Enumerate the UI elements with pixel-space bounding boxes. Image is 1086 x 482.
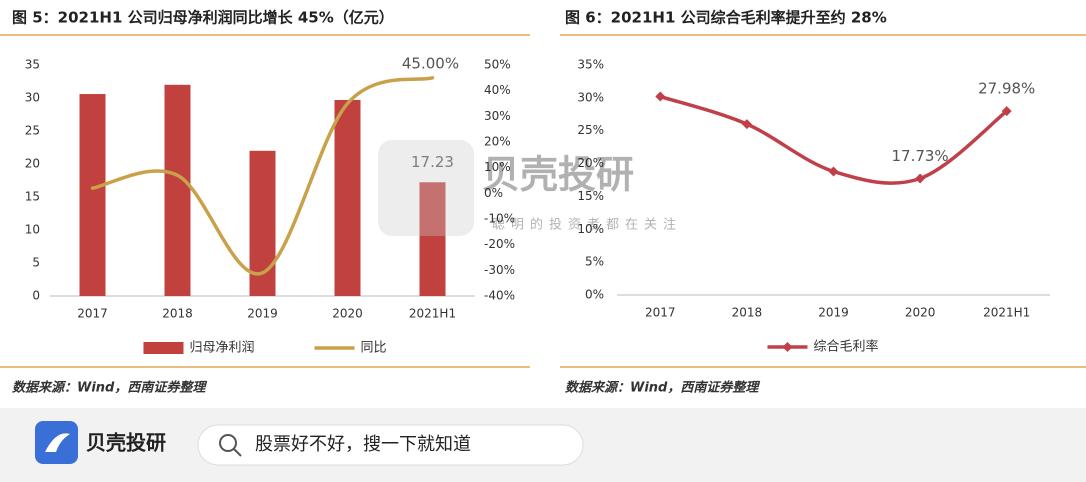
y-tick-label: 5 xyxy=(32,256,40,270)
app-bar: 贝壳投研 股票好不好，搜一下就知道 xyxy=(0,408,1086,482)
watermark-slogan: 聪明的投资者都在关注 xyxy=(492,217,682,233)
y-tick-label: 20 xyxy=(25,157,40,171)
legend-label: 同比 xyxy=(361,341,387,356)
y-tick-label: 15 xyxy=(25,190,40,204)
y2-tick-label: 10% xyxy=(484,160,511,174)
legend-swatch xyxy=(143,342,184,354)
bar xyxy=(79,94,106,296)
y2-tick-label: -30% xyxy=(484,263,515,277)
point xyxy=(655,91,666,102)
x-tick-label: 2017 xyxy=(77,307,108,321)
search-icon-handle xyxy=(233,448,242,457)
y2-tick-label: 30% xyxy=(484,109,511,123)
y-tick-label: 35 xyxy=(25,58,40,72)
legend-marker xyxy=(782,342,793,352)
bar xyxy=(164,84,191,296)
watermark: 贝壳投研 聪明的投资者都在关注 xyxy=(378,140,682,236)
watermark-logo xyxy=(378,140,474,236)
source: 数据来源：Wind，西南证券整理 xyxy=(565,380,760,396)
search-placeholder[interactable]: 股票好不好，搜一下就知道 xyxy=(255,434,471,455)
y-tick-label: 10% xyxy=(577,222,604,236)
bar xyxy=(334,99,361,296)
y2-tick-label: 20% xyxy=(484,135,511,149)
y-tick-label: 20% xyxy=(577,156,604,170)
bar xyxy=(419,182,446,296)
app-logo-mark xyxy=(45,433,70,452)
y-tick-label: 35% xyxy=(577,58,604,72)
y-tick-label: 10 xyxy=(25,223,40,237)
y2-tick-label: 50% xyxy=(484,58,511,72)
y2-tick-label: -20% xyxy=(484,237,515,251)
x-tick-label: 2021H1 xyxy=(983,306,1030,320)
data-label: 45.00% xyxy=(402,54,459,72)
y2-tick-label: 40% xyxy=(484,83,511,97)
legend: 综合毛利率 xyxy=(767,339,879,355)
x-tick-label: 2021H1 xyxy=(409,307,456,321)
y2-tick-label: -10% xyxy=(484,212,515,226)
y-tick-label: 25% xyxy=(577,123,604,137)
y-tick-label: 15% xyxy=(577,189,604,203)
app-brand[interactable]: 贝壳投研 xyxy=(86,431,166,455)
legend: 归母净利润 同比 xyxy=(143,341,387,356)
y-tick-label: 25 xyxy=(25,124,40,138)
x-tick-label: 2019 xyxy=(247,307,278,321)
point xyxy=(915,173,926,184)
point xyxy=(828,166,839,177)
legend-label: 归母净利润 xyxy=(189,341,254,356)
x-tick-label: 2017 xyxy=(645,306,676,320)
data-label: 17.23 xyxy=(411,153,454,171)
x-tick-label: 2018 xyxy=(162,307,193,321)
x-tick-label: 2018 xyxy=(732,306,763,320)
point xyxy=(741,119,752,130)
y-tick-label: 5% xyxy=(585,255,604,269)
watermark-brand: 贝壳投研 xyxy=(482,153,634,197)
y2-tick-label: 0% xyxy=(484,186,503,200)
data-label: 27.98% xyxy=(978,80,1035,98)
y-tick-label: 0% xyxy=(585,288,604,302)
y2-tick-label: -40% xyxy=(484,289,515,303)
search-box[interactable] xyxy=(197,424,584,466)
chart-title: 图 5：2021H1 公司归母净利润同比增长 45%（亿元） xyxy=(12,9,394,27)
y-tick-label: 0 xyxy=(32,289,40,303)
x-tick-label: 2020 xyxy=(332,307,363,321)
x-tick-label: 2020 xyxy=(905,306,936,320)
point xyxy=(1001,106,1012,117)
y-tick-label: 30% xyxy=(577,90,604,104)
data-label: 17.73% xyxy=(891,147,948,165)
source: 数据来源：Wind，西南证券整理 xyxy=(12,380,207,396)
chart-title: 图 6：2021H1 公司综合毛利率提升至约 28% xyxy=(565,9,887,27)
y-tick-label: 30 xyxy=(25,91,40,105)
search-icon xyxy=(219,434,237,452)
line xyxy=(90,76,435,276)
legend-label: 综合毛利率 xyxy=(813,339,878,355)
chart: 图 6：2021H1 公司综合毛利率提升至约 28% 数据来源：Wind，西南证券… xyxy=(560,9,1086,396)
x-tick-label: 2019 xyxy=(818,306,849,320)
chart: 图 5：2021H1 公司归母净利润同比增长 45%（亿元） 数据来源：Wind，… xyxy=(0,9,530,396)
